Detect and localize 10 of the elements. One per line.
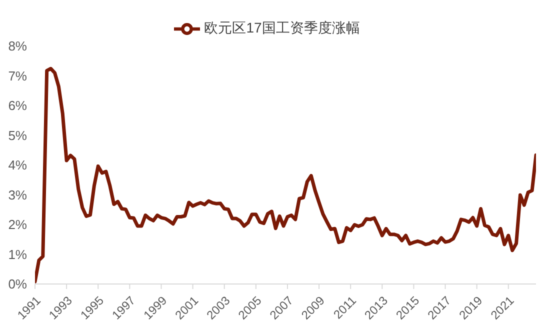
y-tick-label: 7% [8,68,28,84]
y-tick-label: 2% [8,217,28,232]
y-tick-label: 8% [8,38,28,54]
y-tick-label: 0% [8,276,28,292]
y-tick-label: 4% [8,158,28,173]
y-tick-label: 1% [8,246,28,262]
y-tick-label: 3% [8,187,28,202]
y-tick-label: 6% [8,98,28,114]
y-tick-label: 5% [8,128,28,143]
legend-label: 欧元区17国工资季度涨幅 [204,20,360,36]
